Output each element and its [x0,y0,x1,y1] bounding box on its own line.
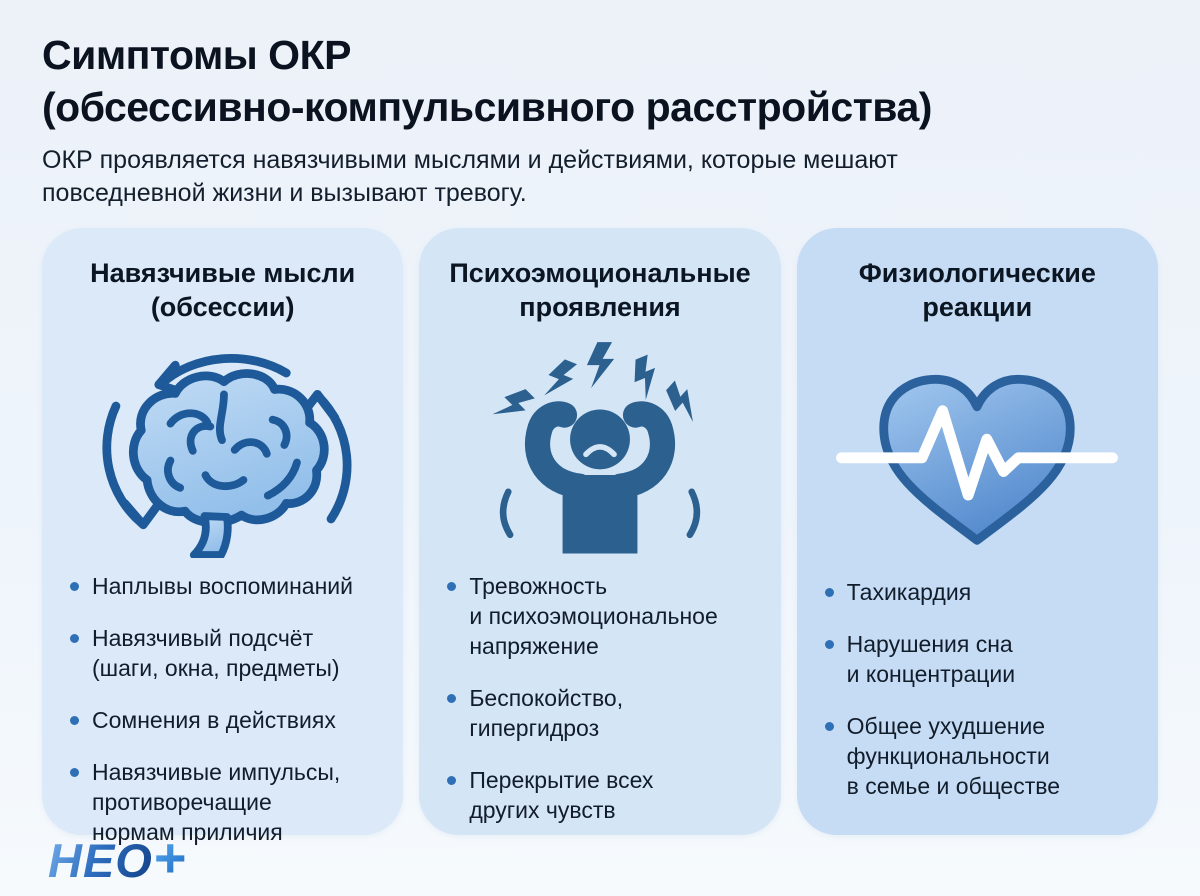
bullet-dot [447,582,457,592]
bullet-text: Беспокойство, гипергидроз [469,684,624,741]
card-icon-area [821,332,1134,564]
bullet-text: Нарушения сна и концентрации [846,631,1016,688]
bullet-text: Перекрытие всех других чувств [469,766,654,823]
bullet-dot [70,582,79,592]
page-title: Симптомы ОКР (обсессивно-компульсивного … [42,32,932,130]
list-item: Сомнения в действиях [70,706,379,736]
list-item: Общее ухудшение функциональности в семье… [824,712,1134,802]
list-item: Навязчивые импульсы, противоречащие норм… [70,758,379,848]
bullet-text: Общее ухудшение функциональности в семье… [846,712,1060,799]
bullet-list: Наплывы воспоминаний Навязчивый подсчёт … [66,572,379,847]
bullet-text: Навязчивый подсчёт (шаги, окна, предметы… [92,625,340,682]
bullet-list: Тревожность и психоэмоциональное напряже… [443,572,756,825]
list-item: Наплывы воспоминаний [70,572,379,602]
card-obsessive-thoughts: Навязчивые мысли (обсессии) [42,228,404,845]
card-title: Навязчивые мысли (обсессии) [90,258,356,323]
symptom-cards-row: Навязчивые мысли (обсессии) [42,228,1158,845]
list-item: Нарушения сна и концентрации [824,630,1134,690]
bullet-text: Наплывы воспоминаний [92,573,353,600]
bullet-text: Тревожность и психоэмоциональное напряже… [469,573,718,660]
bullet-dot [70,715,79,725]
list-item: Тахикардия [824,578,1134,608]
card-title: Психоэмоциональные проявления [449,258,751,323]
neo-plus-logo: НЕО + [48,825,187,890]
logo-text: НЕО [48,834,153,887]
page-subtitle: ОКР проявляется навязчивыми мыслями и де… [42,146,898,207]
bullet-dot [70,767,79,777]
card-physiological: Физиологические реакции Тахикардия Нар [796,228,1158,836]
list-item: Тревожность и психоэмоциональное напряже… [447,572,756,662]
brain-cycle-icon [102,354,352,559]
list-item: Навязчивый подсчёт (шаги, окна, предметы… [70,624,379,684]
card-title: Физиологические реакции [858,258,1096,323]
bullet-dot [70,634,79,644]
bullet-text: Сомнения в действиях [92,706,336,733]
card-icon-area [66,332,379,559]
list-item: Беспокойство, гипергидроз [447,684,756,744]
stressed-person-icon [489,342,707,554]
bullet-dot [447,693,457,703]
bullet-list: Тахикардия Нарушения сна и концентрации … [821,578,1134,801]
card-icon-area [443,332,756,558]
bullet-text: Навязчивые импульсы, противоречащие норм… [92,758,341,845]
bullet-text: Тахикардия [846,579,972,606]
heartbeat-icon [836,375,1119,546]
card-psycho-emotional: Психоэмоциональные проявления [419,228,781,836]
bullet-dot [447,775,457,785]
bullet-dot [824,588,834,598]
bullet-dot [824,640,834,650]
bullet-dot [824,721,834,731]
logo-plus-icon: + [153,826,187,889]
list-item: Перекрытие всех других чувств [447,766,756,826]
